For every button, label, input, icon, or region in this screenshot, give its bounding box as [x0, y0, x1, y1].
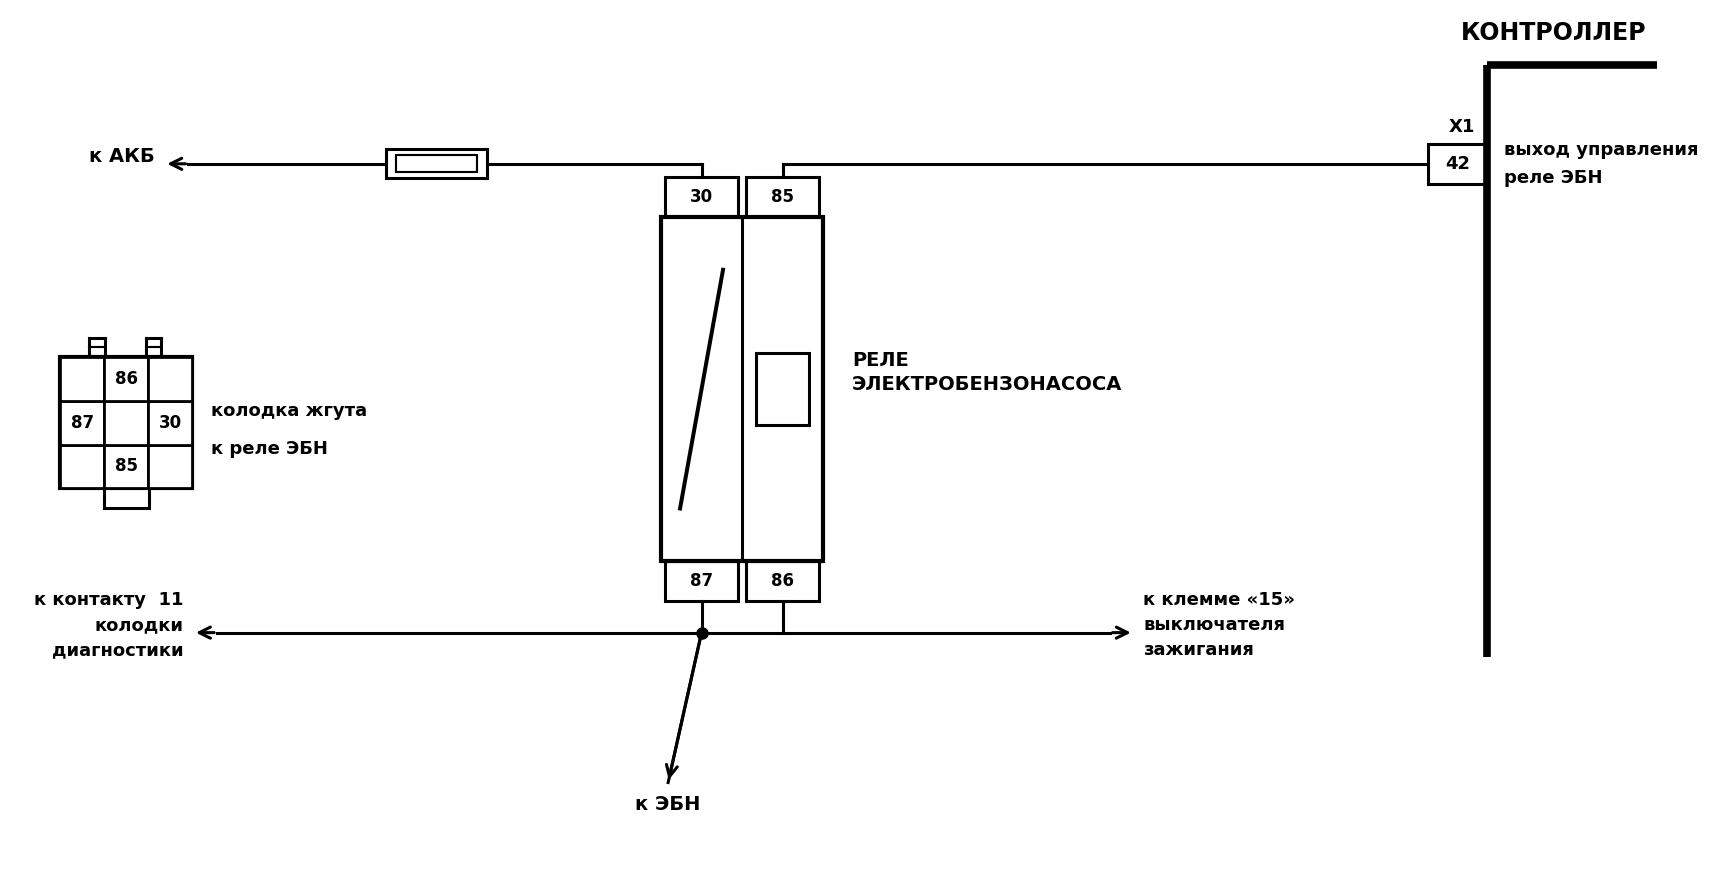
- Bar: [387, 149, 487, 178]
- Bar: [665, 177, 738, 218]
- Text: РЕЛЕ: РЕЛЕ: [852, 351, 909, 370]
- Text: 87: 87: [689, 572, 714, 590]
- Text: ЭЛЕКТРОБЕНЗОНАСОСА: ЭЛЕКТРОБЕНЗОНАСОСА: [852, 375, 1121, 394]
- Text: к клемме «15»
выключателя
зажигания: к клемме «15» выключателя зажигания: [1144, 591, 1296, 659]
- Text: 85: 85: [771, 188, 795, 206]
- Text: 30: 30: [159, 413, 181, 432]
- Text: выход управления: выход управления: [1503, 141, 1699, 159]
- Bar: [149, 400, 192, 445]
- Bar: [104, 400, 149, 445]
- Bar: [60, 445, 104, 489]
- Bar: [149, 445, 192, 489]
- Text: КОНТРОЛЛЕР: КОНТРОЛЛЕР: [1460, 21, 1647, 45]
- Text: 42: 42: [1445, 155, 1471, 173]
- Bar: [104, 445, 149, 489]
- Text: к контакту  11
колодки
диагностики: к контакту 11 колодки диагностики: [35, 591, 183, 659]
- Bar: [396, 156, 477, 172]
- Bar: [660, 218, 823, 561]
- Text: 87: 87: [71, 413, 93, 432]
- Bar: [104, 357, 149, 400]
- Bar: [60, 400, 104, 445]
- Bar: [60, 357, 104, 400]
- Text: 86: 86: [114, 370, 138, 388]
- Text: к ЭБН: к ЭБН: [636, 795, 702, 814]
- Text: к АКБ: к АКБ: [90, 147, 156, 166]
- Bar: [149, 357, 192, 400]
- Bar: [757, 353, 809, 426]
- Text: колодка жгута: колодка жгута: [211, 402, 368, 420]
- Bar: [60, 357, 192, 489]
- Text: 30: 30: [689, 188, 714, 206]
- Text: X1: X1: [1450, 118, 1476, 135]
- Bar: [665, 561, 738, 601]
- Bar: [746, 561, 819, 601]
- Text: к реле ЭБН: к реле ЭБН: [211, 440, 328, 458]
- Text: 85: 85: [114, 457, 138, 475]
- Text: реле ЭБН: реле ЭБН: [1503, 169, 1602, 186]
- Text: 86: 86: [771, 572, 795, 590]
- Bar: [746, 177, 819, 218]
- Bar: [1427, 143, 1486, 184]
